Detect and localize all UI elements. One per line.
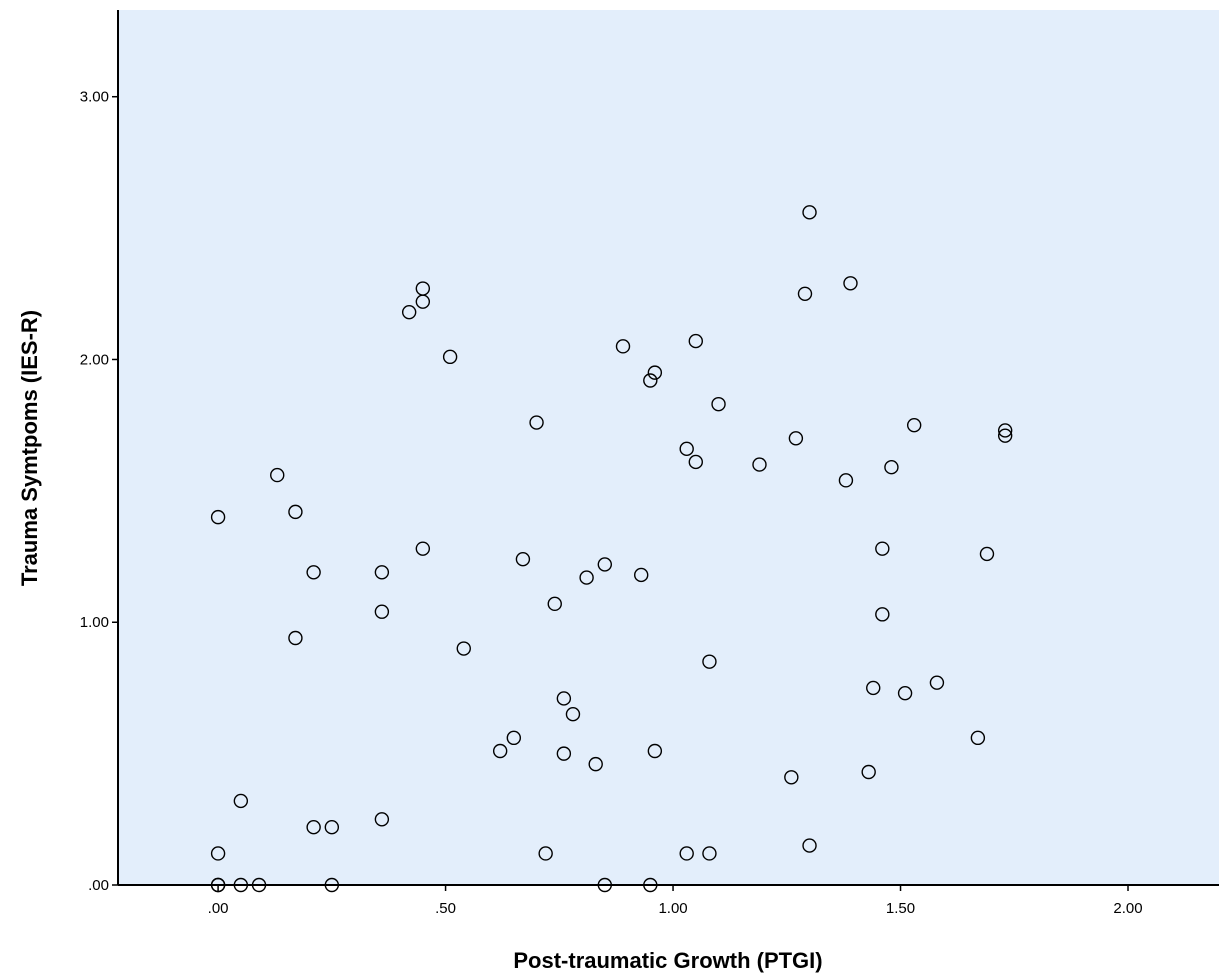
data-point (802, 205, 817, 220)
data-point (997, 423, 1013, 438)
data-point (588, 756, 603, 772)
data-point (688, 333, 703, 349)
data-point (210, 509, 226, 525)
x-tick-label: 1.50 (886, 900, 915, 917)
data-point (492, 743, 508, 759)
data-point (875, 541, 890, 556)
y-ticks: .00 1.00 2.00 3.00 (80, 89, 118, 894)
x-tick-label: 2.00 (1113, 900, 1142, 917)
data-point (752, 457, 767, 472)
data-point (515, 551, 531, 567)
points-layer (210, 205, 1013, 893)
data-point (861, 764, 876, 780)
data-point (797, 286, 813, 301)
data-point (643, 373, 658, 388)
x-ticks: .00 .50 1.00 1.50 2.00 (208, 885, 1143, 917)
x-axis-title: Post-traumatic Growth (PTGI) (513, 948, 822, 973)
data-point (597, 557, 613, 572)
data-point (784, 770, 799, 785)
data-point (843, 276, 858, 291)
data-point (324, 819, 340, 835)
plot-area (118, 10, 1219, 885)
data-point (415, 294, 431, 309)
data-point (556, 746, 572, 761)
data-point (802, 838, 817, 853)
data-point (579, 570, 594, 585)
data-point (679, 846, 694, 861)
data-point (442, 349, 458, 365)
data-point (374, 812, 390, 827)
y-tick-label: .00 (88, 877, 109, 894)
data-point (529, 415, 544, 430)
data-point (556, 691, 572, 706)
y-tick-label: 3.00 (80, 89, 109, 106)
data-point (688, 454, 703, 470)
data-point (306, 565, 321, 580)
data-point (875, 607, 890, 622)
data-point (866, 680, 881, 696)
data-point (997, 428, 1013, 443)
data-point (634, 567, 649, 583)
y-tick-label: 2.00 (80, 351, 109, 368)
data-point (547, 596, 562, 612)
data-point (565, 707, 581, 722)
data-point (702, 654, 717, 669)
data-point (884, 460, 899, 475)
data-point (415, 541, 431, 556)
y-tick-label: 1.00 (80, 614, 109, 631)
data-point (233, 793, 249, 809)
data-point (456, 641, 471, 656)
data-point (970, 730, 986, 746)
x-tick-label: 1.00 (658, 900, 687, 917)
x-tick-label: .00 (208, 900, 229, 917)
data-point (374, 565, 390, 580)
data-point (929, 675, 945, 690)
data-point (788, 431, 804, 446)
data-point (288, 504, 303, 520)
data-point (401, 304, 417, 320)
y-axis-title: Trauma Symtpoms (IES-R) (17, 310, 42, 586)
data-point (906, 417, 922, 433)
data-point (711, 396, 726, 412)
data-point (647, 743, 663, 759)
data-point (647, 365, 663, 380)
data-point (210, 846, 226, 861)
data-point (679, 441, 694, 457)
data-point (838, 473, 854, 488)
data-point (306, 819, 321, 835)
data-point (538, 846, 553, 861)
data-point (702, 846, 717, 861)
data-point (374, 604, 390, 619)
data-point (288, 630, 303, 646)
x-tick-label: .50 (435, 900, 456, 917)
data-point (506, 730, 522, 746)
data-point (979, 546, 995, 562)
data-point (270, 467, 285, 483)
data-point (897, 685, 913, 701)
data-point (615, 339, 631, 354)
